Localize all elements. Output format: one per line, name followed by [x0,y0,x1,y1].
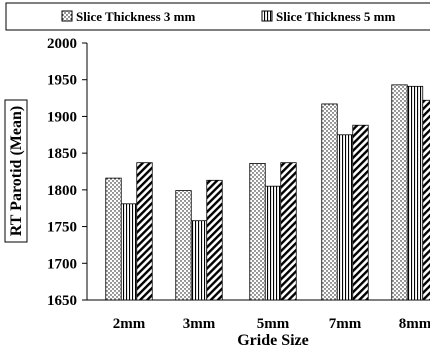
y-tick-label: 2000 [47,36,77,52]
x-axis-ticks: 2mm 3mm 5mm 7mm 8mm [113,316,430,332]
y-tick-label: 1800 [47,183,77,199]
x-tick-label: 7mm [329,316,362,332]
bar-2mm-series-3 [136,162,153,301]
y-tick-label: 1650 [47,293,77,309]
bar-5mm-series-2 [264,185,282,301]
legend-label-series-2: Slice Thickness 5 mm [276,9,395,24]
y-tick-label: 1900 [47,109,77,125]
y-axis-ticks: 1650 1700 1750 1800 1850 1900 1950 2000 [47,36,87,309]
legend-frame [5,2,430,31]
x-tick-label: 5mm [257,316,290,332]
legend-swatch-series-1 [61,10,73,22]
bar-8mm-series-2 [406,85,424,301]
y-tick-label: 1950 [47,73,77,89]
y-axis-title-group: RT Parotid (Mean) [4,99,28,243]
legend-label-series-1: Slice Thickness 3 mm [76,9,195,24]
y-tick-label: 1850 [47,146,77,162]
legend: Slice Thickness 3 mm Slice Thickness 5 m… [5,2,430,31]
y-tick-label: 1700 [47,256,77,272]
y-axis-title: RT Parotid (Mean) [8,106,25,236]
x-tick-label: 2mm [113,316,146,332]
bar-5mm-series-1 [249,163,266,301]
bar-5mm-series-3 [280,162,297,301]
bar-7mm-series-2 [336,134,354,301]
bar-8mm-series-3 [422,99,430,301]
bar-2mm-series-2 [120,203,138,301]
y-tick-label: 1750 [47,220,77,236]
bar-7mm-series-3 [352,124,369,301]
x-tick-label: 8mm [399,316,430,332]
x-axis-title: Gride Size [237,332,309,349]
bar-3mm-series-2 [190,220,208,301]
bar-8mm-series-1 [391,84,408,301]
bar-3mm-series-3 [206,179,223,301]
y-axis-title-box [4,99,28,243]
x-tick-label: 3mm [183,316,216,332]
bar-2mm-series-1 [105,177,122,301]
bars [105,84,430,301]
legend-swatch-series-2 [261,10,273,22]
bar-3mm-series-1 [175,190,192,301]
bar-7mm-series-1 [321,103,338,301]
